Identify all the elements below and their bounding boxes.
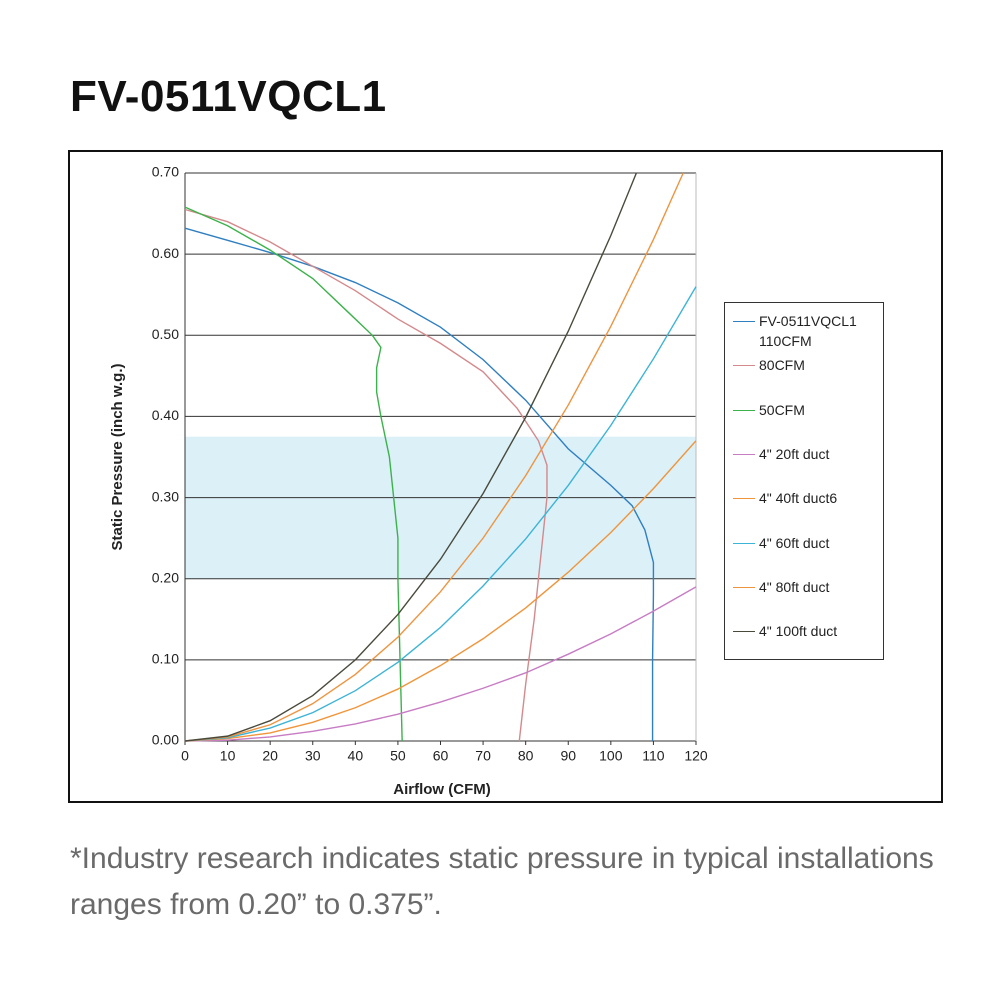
y-tick-label: 0.10 bbox=[152, 651, 179, 667]
x-tick-label: 60 bbox=[433, 748, 449, 764]
y-tick-label: 0.70 bbox=[152, 164, 179, 180]
legend: FV-0511VQCL1 110CFM 80CFM 50CFM 4" 20ft duc… bbox=[724, 302, 884, 660]
legend-item: 4" 60ft duct bbox=[733, 533, 881, 553]
chart-frame bbox=[68, 150, 943, 803]
y-tick-label: 0.50 bbox=[152, 326, 179, 342]
series-line bbox=[184, 227, 655, 741]
y-tick-label: 0.40 bbox=[152, 407, 179, 423]
legend-item: FV-0511VQCL1 110CFM bbox=[733, 311, 881, 351]
legend-label: 4" 20ft duct bbox=[759, 445, 830, 462]
x-tick-label: 70 bbox=[475, 748, 491, 764]
x-tick-label: 80 bbox=[518, 748, 534, 764]
legend-label: 4" 80ft duct bbox=[759, 578, 830, 595]
legend-item: 80CFM bbox=[733, 355, 881, 375]
legend-item: 4" 80ft duct bbox=[733, 577, 881, 597]
series-line bbox=[184, 172, 638, 742]
legend-item: 4" 40ft duct6 bbox=[733, 488, 881, 508]
series-line bbox=[184, 206, 403, 742]
series-line bbox=[184, 208, 548, 742]
footnote: *Industry research indicates static pres… bbox=[70, 842, 934, 921]
y-tick-label: 0.20 bbox=[152, 569, 179, 585]
legend-label: 50CFM bbox=[759, 401, 805, 418]
legend-swatch bbox=[733, 631, 755, 633]
x-tick-label: 50 bbox=[390, 748, 406, 764]
x-tick-label: 10 bbox=[220, 748, 236, 764]
legend-label: 4" 100ft duct bbox=[759, 623, 838, 640]
y-tick-label: 0.00 bbox=[152, 732, 179, 748]
x-tick-label: 100 bbox=[599, 748, 623, 764]
x-tick-label: 30 bbox=[305, 748, 321, 764]
legend-label: FV-0511VQCL1 110CFM bbox=[759, 313, 857, 349]
y-axis-label: Static Pressure (inch w.g.) bbox=[109, 364, 126, 551]
legend-swatch bbox=[733, 321, 755, 322]
legend-label: 4" 60ft duct bbox=[759, 534, 830, 551]
pressure-band bbox=[185, 436, 696, 579]
series-line bbox=[184, 286, 697, 742]
legend-item: 50CFM bbox=[733, 400, 881, 420]
x-tick-label: 120 bbox=[684, 748, 708, 764]
legend-swatch bbox=[733, 542, 755, 544]
legend-swatch bbox=[733, 365, 755, 367]
legend-item: 4" 20ft duct bbox=[733, 444, 881, 464]
series-line bbox=[184, 172, 684, 742]
x-tick-label: 20 bbox=[262, 748, 278, 764]
x-tick-label: 40 bbox=[348, 748, 364, 764]
series-line bbox=[184, 440, 697, 742]
legend-label: 4" 40ft duct6 bbox=[759, 490, 838, 507]
series-line bbox=[184, 586, 697, 742]
legend-swatch bbox=[733, 409, 755, 411]
legend-label: 80CFM bbox=[759, 357, 805, 374]
x-tick-label: 110 bbox=[642, 748, 665, 764]
legend-swatch bbox=[733, 498, 755, 500]
page-title: FV-0511VQCL1 bbox=[70, 72, 387, 121]
y-tick-label: 0.30 bbox=[152, 488, 179, 504]
legend-swatch bbox=[733, 453, 755, 455]
y-tick-label: 0.60 bbox=[152, 245, 179, 261]
x-tick-label: 90 bbox=[560, 748, 576, 764]
legend-swatch bbox=[733, 586, 755, 588]
x-tick-label: 0 bbox=[181, 748, 189, 764]
legend-item: 4" 100ft duct bbox=[733, 621, 881, 641]
x-axis-label: Airflow (CFM) bbox=[393, 781, 490, 798]
